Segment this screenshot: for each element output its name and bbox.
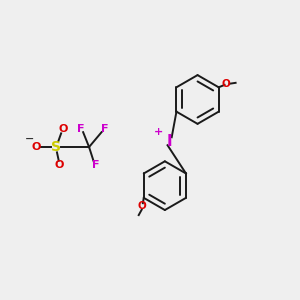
Text: O: O <box>222 79 230 89</box>
Text: O: O <box>32 142 41 152</box>
Text: S: S <box>51 140 62 154</box>
Text: I: I <box>167 134 172 149</box>
Text: F: F <box>77 124 85 134</box>
Text: O: O <box>58 124 68 134</box>
Text: F: F <box>101 124 108 134</box>
Text: −: − <box>25 134 34 144</box>
Text: O: O <box>55 160 64 170</box>
Text: O: O <box>138 201 147 211</box>
Text: F: F <box>92 160 99 170</box>
Text: +: + <box>153 127 163 137</box>
